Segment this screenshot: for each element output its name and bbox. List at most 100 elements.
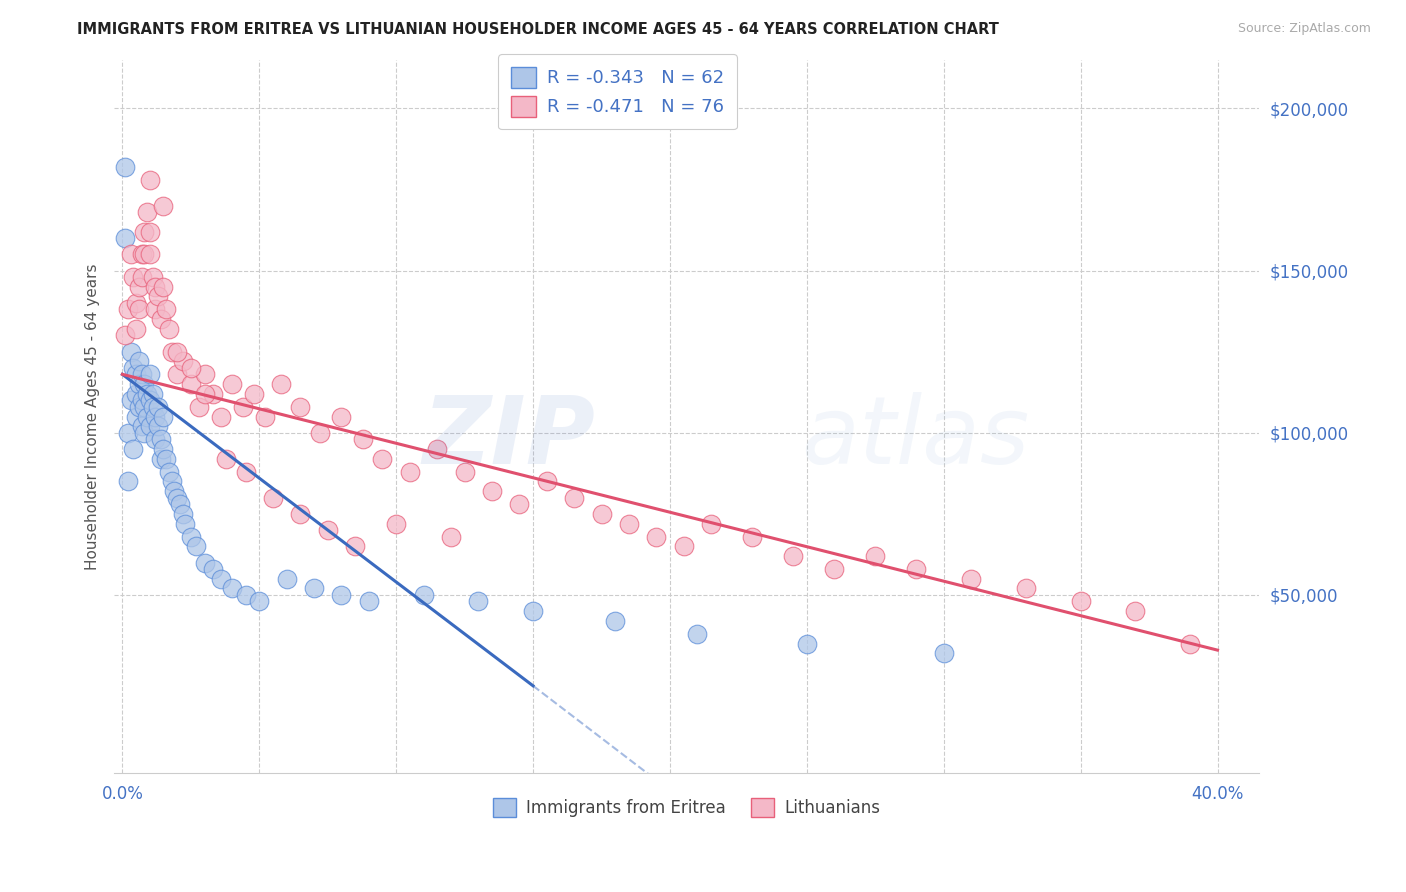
Point [235, 465, 257, 479]
Point [276, 572, 298, 586]
Point [1178, 637, 1201, 651]
Point [453, 465, 475, 479]
Point [782, 549, 804, 563]
Point [128, 302, 150, 317]
Point [617, 516, 640, 531]
Point [247, 594, 270, 608]
Point [141, 400, 163, 414]
Point [180, 530, 202, 544]
Point [125, 409, 148, 424]
Point [134, 247, 156, 261]
Point [201, 386, 224, 401]
Point [385, 516, 408, 531]
Point [122, 270, 145, 285]
Point [412, 588, 434, 602]
Point [152, 409, 174, 424]
Point [262, 491, 284, 505]
Point [125, 386, 148, 401]
Point [481, 484, 503, 499]
Point [134, 425, 156, 440]
Point [741, 530, 763, 544]
Point [149, 451, 172, 466]
Point [143, 409, 166, 424]
Point [352, 432, 374, 446]
Point [371, 451, 394, 466]
Point [960, 572, 983, 586]
Point [134, 225, 156, 239]
Point [686, 627, 709, 641]
Point [143, 279, 166, 293]
Point [232, 400, 254, 414]
Point [166, 368, 188, 382]
Point [146, 419, 169, 434]
Point [186, 539, 208, 553]
Point [122, 442, 145, 456]
Point [330, 588, 353, 602]
Point [221, 377, 243, 392]
Point [823, 562, 845, 576]
Point [128, 354, 150, 368]
Point [672, 539, 695, 553]
Point [152, 442, 174, 456]
Point [114, 328, 136, 343]
Point [128, 279, 150, 293]
Point [243, 386, 266, 401]
Point [440, 530, 463, 544]
Point [905, 562, 928, 576]
Text: Source: ZipAtlas.com: Source: ZipAtlas.com [1237, 22, 1371, 36]
Point [605, 614, 627, 628]
Point [308, 425, 330, 440]
Point [174, 516, 197, 531]
Point [180, 360, 202, 375]
Point [172, 354, 194, 368]
Point [700, 516, 723, 531]
Point [1070, 594, 1092, 608]
Point [160, 475, 183, 489]
Point [117, 475, 139, 489]
Point [193, 386, 215, 401]
Text: ZIP: ZIP [422, 392, 595, 484]
Point [139, 247, 162, 261]
Point [302, 582, 325, 596]
Text: atlas: atlas [801, 392, 1029, 483]
Point [155, 451, 177, 466]
Point [122, 360, 145, 375]
Point [562, 491, 585, 505]
Point [235, 588, 257, 602]
Point [157, 322, 180, 336]
Point [1015, 582, 1038, 596]
Point [932, 646, 955, 660]
Point [120, 247, 142, 261]
Point [522, 604, 544, 618]
Point [157, 465, 180, 479]
Point [143, 302, 166, 317]
Point [117, 302, 139, 317]
Point [128, 377, 150, 392]
Point [201, 562, 224, 576]
Point [152, 279, 174, 293]
Point [270, 377, 292, 392]
Point [155, 302, 177, 317]
Point [169, 497, 191, 511]
Point [467, 594, 489, 608]
Point [344, 539, 367, 553]
Point [114, 160, 136, 174]
Point [316, 523, 339, 537]
Point [508, 497, 530, 511]
Point [180, 377, 202, 392]
Legend: Immigrants from Eritrea, Lithuanians: Immigrants from Eritrea, Lithuanians [484, 789, 889, 826]
Point [330, 409, 353, 424]
Point [125, 368, 148, 382]
Point [139, 419, 162, 434]
Point [114, 231, 136, 245]
Point [591, 507, 613, 521]
Point [120, 393, 142, 408]
Point [163, 484, 186, 499]
Point [193, 556, 215, 570]
Point [146, 400, 169, 414]
Point [131, 270, 153, 285]
Point [536, 475, 558, 489]
Point [139, 225, 162, 239]
Point [290, 400, 312, 414]
Point [131, 368, 153, 382]
